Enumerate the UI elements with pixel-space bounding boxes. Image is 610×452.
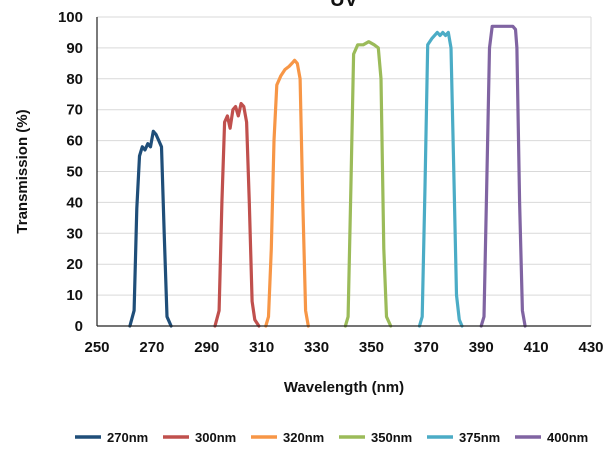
y-tick-label: 10 bbox=[66, 287, 83, 304]
legend-label: 300nm bbox=[195, 430, 236, 445]
y-tick-label: 90 bbox=[66, 40, 83, 57]
y-tick-labels: 0 10 20 30 40 50 60 70 80 90 100 bbox=[58, 9, 83, 335]
plot-series bbox=[128, 24, 527, 328]
x-tick-labels: 250 270 290 310 330 350 370 390 410 430 bbox=[84, 339, 603, 356]
x-tick-label: 410 bbox=[524, 339, 549, 356]
y-tick-label: 20 bbox=[66, 256, 83, 273]
legend-label: 270nm bbox=[107, 430, 148, 445]
series-line-270nm bbox=[128, 129, 173, 328]
x-tick-label: 370 bbox=[414, 339, 439, 356]
legend: 270nm 300nm 320nm 350nm 375nm 400nm bbox=[75, 430, 588, 445]
x-tick-label: 270 bbox=[139, 339, 164, 356]
legend-label: 375nm bbox=[459, 430, 500, 445]
y-tick-label: 40 bbox=[66, 194, 83, 211]
chart-title: UV bbox=[330, 0, 358, 11]
y-tick-label: 60 bbox=[66, 133, 83, 150]
y-tick-label: 80 bbox=[66, 71, 83, 88]
series-line-300nm bbox=[213, 101, 261, 328]
series-line-350nm bbox=[343, 40, 393, 328]
legend-label: 350nm bbox=[371, 430, 412, 445]
y-tick-label: 50 bbox=[66, 164, 83, 181]
y-tick-label: 30 bbox=[66, 225, 83, 242]
x-tick-label: 390 bbox=[469, 339, 494, 356]
axes bbox=[96, 17, 591, 327]
y-tick-label: 70 bbox=[66, 102, 83, 119]
y-tick-label: 0 bbox=[75, 318, 83, 335]
x-tick-label: 250 bbox=[84, 339, 109, 356]
series-line-400nm bbox=[479, 24, 527, 328]
y-tick-label: 100 bbox=[58, 9, 83, 26]
x-tick-label: 350 bbox=[359, 339, 384, 356]
legend-label: 320nm bbox=[283, 430, 324, 445]
x-axis-label: Wavelength (nm) bbox=[284, 379, 404, 396]
y-axis-label: Transmission (%) bbox=[14, 109, 31, 233]
series-line-375nm bbox=[417, 30, 464, 328]
x-tick-label: 290 bbox=[194, 339, 219, 356]
legend-label: 400nm bbox=[547, 430, 588, 445]
series-line-320nm bbox=[264, 58, 310, 328]
x-tick-label: 310 bbox=[249, 339, 274, 356]
x-tick-label: 330 bbox=[304, 339, 329, 356]
grid bbox=[97, 16, 592, 326]
x-tick-label: 430 bbox=[578, 339, 603, 356]
